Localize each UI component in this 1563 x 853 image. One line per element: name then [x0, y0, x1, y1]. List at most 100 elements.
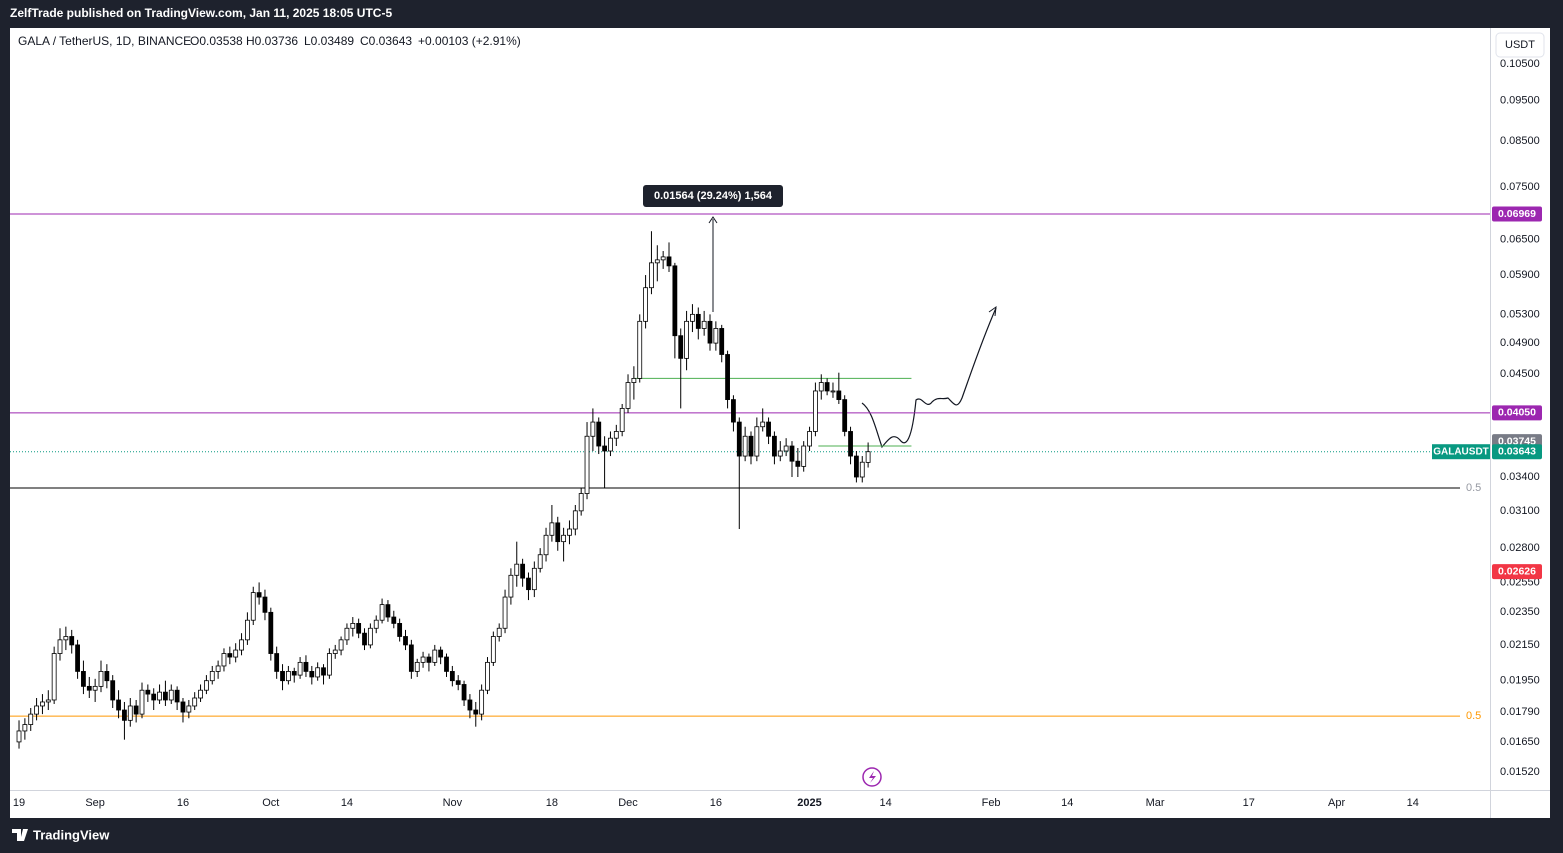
candle-body [438, 649, 444, 658]
candle-body [397, 623, 403, 637]
candle-body [807, 431, 812, 447]
price-tag-bg [1492, 206, 1542, 222]
candle-body [561, 534, 567, 543]
candle-body [690, 313, 695, 322]
candle-body [531, 567, 537, 591]
candle-body [151, 693, 157, 701]
y-tick-label: 0.02150 [1500, 639, 1540, 651]
candle-body [303, 661, 309, 672]
candle-body [865, 451, 871, 463]
x-tick-label: 17 [1243, 797, 1255, 809]
projection-path [861, 307, 997, 449]
candle-body [291, 671, 297, 676]
candle-body [285, 671, 291, 682]
candle-body [403, 636, 408, 646]
candle-body [373, 619, 379, 629]
candle-body [45, 699, 51, 703]
candle-body [455, 680, 461, 685]
candle-body [326, 653, 332, 676]
candle-body [256, 592, 262, 598]
candle-body [204, 680, 209, 691]
candle-body [707, 320, 713, 344]
candle-body [818, 382, 824, 392]
candle-body [496, 627, 502, 637]
footer-logo [12, 829, 28, 841]
y-tick-label: 0.01790 [1500, 706, 1540, 718]
y-tick-label: 0.02800 [1500, 542, 1540, 554]
candle-body [385, 604, 391, 618]
candle-body [332, 649, 338, 654]
candle-body [719, 328, 725, 355]
candle-body [233, 649, 239, 658]
x-tick-label: Feb [982, 797, 1001, 809]
y-tick-label: 0.07500 [1500, 181, 1540, 193]
candle-body [338, 639, 344, 651]
candle-body [654, 259, 660, 264]
legend-change: +0.00103 (+2.91%) [418, 34, 521, 48]
y-tick-label: 0.04900 [1500, 337, 1540, 349]
legend-symbol: GALA / TetherUS, 1D, BINANCE [18, 34, 191, 48]
candle-body [520, 563, 526, 579]
events-icon-bolt [869, 771, 876, 783]
candle-body [110, 680, 116, 701]
candle-body [432, 649, 438, 663]
candle-body [127, 705, 133, 721]
candle-body [186, 705, 192, 713]
y-tick-label: 0.05900 [1500, 269, 1540, 281]
x-tick-label: 16 [177, 797, 189, 809]
y-tick-label: 0.04500 [1500, 368, 1540, 380]
x-tick-label: Sep [85, 797, 105, 809]
x-tick-label: 14 [880, 797, 892, 809]
candle-body [760, 421, 766, 428]
legend-open: O0.03538 [190, 34, 243, 48]
candle-body [736, 421, 742, 457]
y-tick-label: 0.02550 [1500, 576, 1540, 588]
x-tick-label: Apr [1328, 797, 1345, 809]
candle-body [502, 596, 508, 629]
measure-arrow-head [708, 216, 718, 224]
candle-body [57, 639, 63, 654]
candle-body [420, 656, 426, 663]
measure-label: 0.01564 (29.24%) 1,564 [654, 190, 773, 202]
candle-body [485, 661, 490, 691]
candle-body [713, 328, 719, 344]
x-tick-label: 14 [341, 797, 353, 809]
y-tick-label: 0.03400 [1500, 471, 1540, 483]
candle-body [830, 390, 836, 393]
candle-body [262, 596, 268, 613]
candle-body [321, 667, 326, 676]
candle-body [461, 684, 467, 701]
candle-body [543, 534, 549, 556]
candle-body [772, 435, 777, 457]
candle-body [748, 435, 754, 457]
candle-body [613, 431, 619, 439]
symbol-tag-bg [1432, 444, 1490, 460]
candle-body [250, 592, 256, 621]
candle-body [643, 287, 648, 322]
candle-body [414, 661, 420, 672]
candle-body [731, 399, 736, 423]
x-tick-label: Nov [443, 797, 463, 809]
candle-body [725, 354, 730, 400]
candle-body [63, 636, 69, 641]
candle-body [344, 627, 350, 641]
y-tick-label: 0.01950 [1500, 675, 1540, 687]
measure-box [643, 185, 783, 207]
candle-body [695, 313, 701, 329]
currency-button[interactable] [1495, 32, 1545, 58]
candle-body [678, 335, 684, 359]
y-tick-label: 0.08500 [1500, 135, 1540, 147]
candle-body [842, 399, 848, 432]
candle-body [145, 689, 151, 695]
candle-body [637, 320, 643, 379]
candle-body [309, 671, 315, 678]
candle-body [280, 671, 285, 682]
candle-body [631, 378, 637, 383]
candle-body [69, 636, 75, 646]
fib-label: 0.5 [1466, 482, 1481, 494]
x-tick-label: Mar [1146, 797, 1165, 809]
candle-body [473, 709, 479, 715]
price-tag-bg [1492, 405, 1542, 421]
x-tick-label: 14 [1407, 797, 1419, 809]
candle-body [514, 563, 520, 576]
